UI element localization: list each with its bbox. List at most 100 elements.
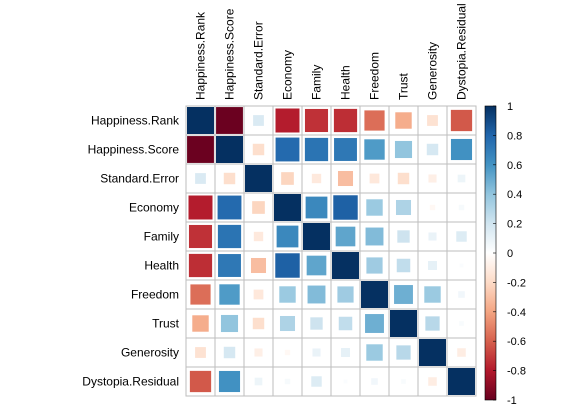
correlation-square-generosity-health (341, 348, 350, 357)
correlation-square-family-standard-error (253, 231, 264, 242)
correlation-square-health-economy (275, 253, 300, 278)
correlation-square-happiness-rank-economy (275, 108, 300, 133)
correlation-square-happiness-score-family (304, 137, 329, 162)
correlation-square-dystopia-residual-generosity (428, 377, 437, 386)
row-label-generosity: Generosity (121, 346, 179, 360)
correlation-square-happiness-rank-health (333, 108, 358, 133)
correlation-square-economy-happiness-rank (188, 195, 213, 220)
correlation-square-happiness-score-generosity (426, 143, 439, 156)
correlation-square-freedom-family (307, 285, 326, 304)
grid-cell (388, 105, 419, 136)
correlation-square-standard-error-health (337, 170, 354, 187)
correlation-square-freedom-generosity (424, 286, 441, 303)
correlation-square-standard-error-standard-error (245, 165, 272, 192)
correlation-square-trust-happiness-score (220, 314, 239, 333)
column-label-trust: Trust (397, 72, 411, 100)
correlation-square-generosity-happiness-score (223, 346, 236, 359)
column-label-happiness-rank: Happiness.Rank (194, 11, 208, 100)
correlation-square-trust-health (338, 316, 353, 331)
correlation-matrix (185, 105, 477, 397)
correlation-square-standard-error-family (311, 173, 322, 184)
column-labels: Happiness.Rank Happiness.Score Standard.Er… (194, 3, 469, 100)
colorbar-tick-label: 0 (507, 248, 513, 260)
row-label-freedom: Freedom (131, 288, 179, 302)
column-label-happiness-score: Happiness.Score (223, 8, 237, 100)
correlation-square-generosity-happiness-rank (195, 347, 206, 358)
correlation-square-happiness-rank-dystopia-residual (450, 109, 473, 132)
correlation-square-freedom-standard-error (253, 289, 264, 300)
correlation-square-health-freedom (366, 257, 383, 274)
row-label-happiness-score: Happiness.Score (88, 143, 180, 157)
colorbar-tick-label: 0.2 (507, 219, 522, 231)
correlation-square-economy-happiness-score (217, 195, 242, 220)
correlation-square-trust-family (310, 317, 323, 330)
correlation-square-happiness-score-dystopia-residual (450, 138, 473, 161)
column-label-dystopia-residual: Dystopia.Residual (455, 3, 469, 100)
colorbar-tick-label: 1 (507, 101, 513, 113)
correlation-square-family-dystopia-residual (456, 231, 467, 242)
correlation-square-generosity-dystopia-residual (457, 348, 466, 357)
correlation-square-dystopia-residual-happiness-rank (189, 370, 212, 393)
correlation-square-happiness-score-freedom (364, 139, 385, 160)
correlation-square-freedom-economy (279, 286, 296, 303)
correlation-square-happiness-rank-standard-error (253, 115, 264, 126)
correlation-square-family-family (303, 223, 330, 250)
grid-cell (359, 308, 390, 339)
correlation-square-trust-generosity (425, 316, 440, 331)
correlation-square-family-economy (276, 225, 299, 248)
correlation-square-economy-health (333, 195, 358, 220)
correlation-square-economy-freedom (366, 199, 383, 216)
colorbar-legend: 1 0.8 0.6 0.4 0.2 0 -0.2 -0.4 -0.6 -0.8 -1 (484, 101, 526, 407)
correlation-square-standard-error-generosity (428, 174, 437, 183)
correlation-square-standard-error-happiness-rank (195, 173, 206, 184)
correlation-square-happiness-score-health (334, 138, 357, 161)
correlation-square-trust-economy (279, 315, 296, 332)
row-label-family: Family (144, 230, 179, 244)
correlation-square-health-happiness-rank (188, 253, 213, 278)
correlation-square-happiness-score-economy (275, 137, 300, 162)
correlation-square-happiness-score-happiness-score (216, 136, 243, 163)
colorbar-tick-label: -0.2 (507, 277, 526, 289)
correlation-square-dystopia-residual-dystopia-residual (448, 368, 475, 395)
correlation-square-economy-family (305, 196, 328, 219)
correlation-square-trust-freedom (365, 314, 384, 333)
colorbar-tick-label: 0.6 (507, 160, 522, 172)
correlation-square-happiness-rank-trust (395, 112, 412, 129)
correlation-square-dystopia-residual-health (343, 379, 348, 384)
correlation-square-dystopia-residual-standard-error (254, 377, 263, 386)
correlation-square-freedom-happiness-score (219, 284, 240, 305)
row-label-trust: Trust (152, 317, 180, 331)
correlation-square-health-standard-error (250, 257, 267, 274)
row-label-health: Health (144, 259, 179, 273)
correlation-square-trust-standard-error (252, 317, 265, 330)
row-labels: Happiness.Rank Happiness.Score Standard.Er… (82, 114, 180, 389)
column-label-generosity: Generosity (426, 42, 440, 100)
correlation-square-health-family (306, 255, 327, 276)
correlation-square-dystopia-residual-happiness-score (218, 370, 241, 393)
correlation-square-freedom-happiness-rank (190, 284, 211, 305)
correlation-square-health-happiness-score (218, 254, 241, 277)
correlation-square-happiness-rank-happiness-score (216, 107, 243, 134)
correlation-square-happiness-rank-happiness-rank (187, 107, 214, 134)
correlation-square-happiness-rank-family (304, 108, 329, 133)
column-label-freedom: Freedom (368, 52, 382, 100)
correlation-square-dystopia-residual-trust (401, 379, 406, 384)
correlation-square-freedom-dystopia-residual (458, 291, 465, 298)
correlation-square-standard-error-trust (397, 172, 410, 185)
correlation-square-health-dystopia-residual (459, 263, 464, 268)
correlation-square-family-trust (397, 230, 410, 243)
correlation-square-health-health (332, 252, 359, 279)
grid-cell (446, 163, 477, 194)
correlation-square-happiness-rank-generosity (427, 115, 438, 126)
colorbar-tick-label: -0.6 (507, 336, 526, 348)
correlation-square-economy-trust (395, 199, 412, 216)
correlation-square-trust-dystopia-residual (459, 321, 464, 326)
correlation-square-happiness-score-happiness-rank (187, 136, 214, 163)
column-label-economy: Economy (281, 50, 295, 100)
correlation-square-trust-happiness-rank (192, 315, 209, 332)
row-label-dystopia-residual: Dystopia.Residual (82, 375, 179, 389)
correlation-square-standard-error-freedom (369, 173, 380, 184)
correlation-square-happiness-score-trust (394, 140, 413, 159)
correlation-square-freedom-health (337, 286, 354, 303)
